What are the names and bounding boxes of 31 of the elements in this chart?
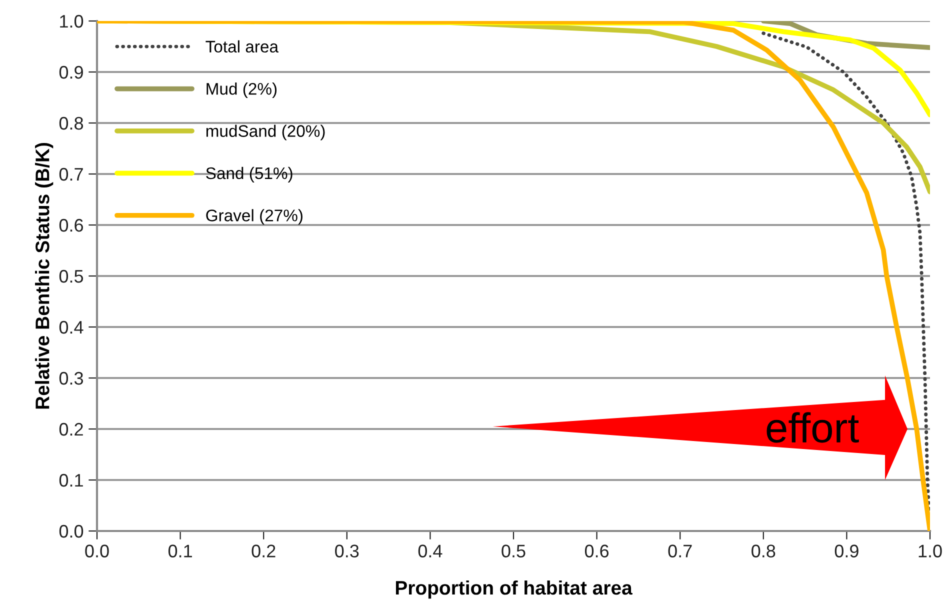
legend-label: Total area xyxy=(206,40,279,53)
y-tick-label: 0.1 xyxy=(59,474,83,487)
x-axis-title: Proportion of habitat area xyxy=(396,580,632,599)
line-series xyxy=(97,21,930,531)
legend-label: Gravel (27%) xyxy=(206,209,302,225)
y-tick-label: 0.7 xyxy=(59,168,83,181)
x-tick-label: 0.1 xyxy=(168,544,192,558)
x-tick-label: 0.0 xyxy=(85,544,109,558)
y-tick-label: 0.9 xyxy=(59,66,83,79)
y-tick-label: 0.3 xyxy=(59,372,84,385)
y-tick-label: 0.6 xyxy=(59,218,84,232)
legend-label: Mud (2%) xyxy=(206,82,277,98)
y-axis-title: Relative Benthic Status (B/K) xyxy=(35,142,54,409)
x-tick-label: 0.6 xyxy=(584,544,609,558)
y-tick-label: 0.5 xyxy=(59,270,84,283)
x-tick-label: 0.4 xyxy=(418,544,442,558)
legend-label: mudSand (20%) xyxy=(206,124,325,140)
x-tick-label: 0.7 xyxy=(668,544,692,558)
x-tick-label: 0.8 xyxy=(752,544,776,558)
x-tick-label: 0.5 xyxy=(502,544,526,558)
y-tick-label: 0.8 xyxy=(59,116,84,130)
y-tick-label: 0.0 xyxy=(59,524,84,538)
x-tick-label: 1.0 xyxy=(918,544,942,558)
x-tick-label: 0.2 xyxy=(252,544,276,558)
y-tick-label: 0.4 xyxy=(59,320,84,334)
y-tick-label: 0.2 xyxy=(59,422,83,436)
x-tick-label: 0.9 xyxy=(834,544,858,558)
y-tick-label: 1.0 xyxy=(60,14,84,28)
x-tick-label: 0.3 xyxy=(335,544,359,558)
legend-label: Sand (51%) xyxy=(206,166,292,182)
annotation: effort xyxy=(766,412,859,443)
